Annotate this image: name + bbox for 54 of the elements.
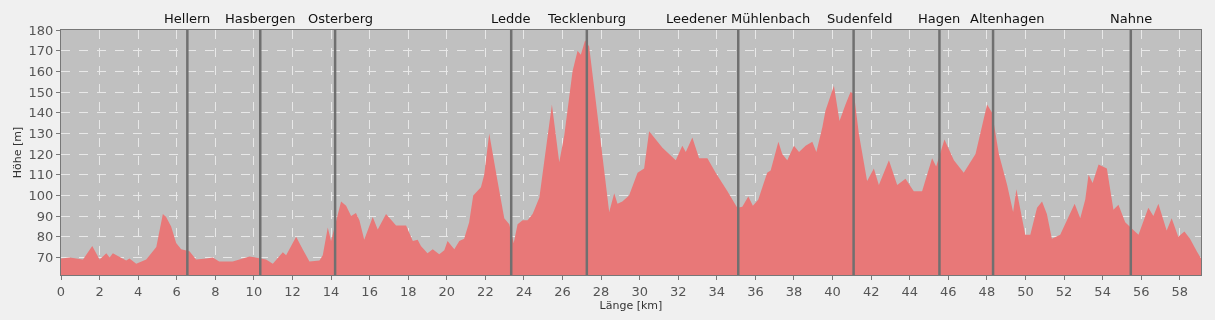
ref-line-label: Leedener Mühlenbach <box>666 11 811 26</box>
x-tick-label: 26 <box>554 283 571 299</box>
ref-line-label: Nahne <box>1110 11 1153 26</box>
x-tick-label: 0 <box>56 283 66 299</box>
y-tick-label: 80 <box>36 229 54 245</box>
x-tick-label: 12 <box>284 283 301 299</box>
x-tick-label: 44 <box>901 283 918 299</box>
x-tick-label: 54 <box>1094 283 1111 299</box>
x-tick-label: 16 <box>361 283 378 299</box>
x-tick-label: 40 <box>824 283 841 299</box>
y-tick-label: 140 <box>28 105 54 121</box>
x-tick-label: 6 <box>172 283 181 299</box>
x-tick-label: 36 <box>747 283 764 299</box>
y-tick-label: 100 <box>28 187 54 203</box>
x-tick-label: 42 <box>862 283 880 299</box>
x-tick-label: 4 <box>134 283 143 299</box>
x-tick-label: 8 <box>211 283 220 299</box>
y-tick-label: 180 <box>28 22 54 38</box>
y-tick-label: 130 <box>28 125 54 141</box>
x-tick-label: 38 <box>785 283 803 299</box>
y-tick-label: 110 <box>28 167 54 183</box>
x-tick-label: 24 <box>515 283 533 299</box>
x-tick-label: 52 <box>1055 283 1073 299</box>
x-tick-label: 56 <box>1132 283 1150 299</box>
ref-line-label: Sudenfeld <box>827 11 893 26</box>
x-tick-label: 10 <box>245 283 263 299</box>
x-tick-label: 32 <box>669 283 687 299</box>
x-tick-label: 48 <box>978 283 996 299</box>
x-tick-label: 20 <box>438 283 456 299</box>
x-tick-label: 30 <box>631 283 648 299</box>
ref-line-label: Hellern <box>164 11 211 26</box>
x-tick-label: 34 <box>708 283 726 299</box>
y-tick-label: 70 <box>36 249 54 265</box>
y-tick-label: 150 <box>28 84 54 100</box>
x-tick-label: 18 <box>399 283 417 299</box>
ref-line-label: Hasbergen <box>225 11 296 26</box>
ref-line-label: Ledde <box>491 11 531 26</box>
x-tick-label: 2 <box>95 283 104 299</box>
ref-line-label: Altenhagen <box>970 11 1045 26</box>
ref-line-label: Hagen <box>918 11 961 26</box>
x-axis-title: Länge [km] <box>599 298 663 312</box>
x-tick-label: 50 <box>1017 283 1034 299</box>
x-tick-label: 46 <box>940 283 957 299</box>
x-tick-label: 14 <box>322 283 340 299</box>
y-tick-label: 160 <box>28 63 54 79</box>
y-axis-title: Höhe [m] <box>11 126 25 179</box>
y-tick-label: 90 <box>36 208 54 224</box>
y-tick-label: 170 <box>28 43 54 59</box>
ref-line-label: Tecklenburg <box>547 11 627 26</box>
x-tick-label: 22 <box>477 283 494 299</box>
ref-line-label: Osterberg <box>308 11 374 26</box>
y-tick-label: 120 <box>28 146 54 162</box>
x-tick-label: 58 <box>1171 283 1189 299</box>
x-tick-label: 28 <box>592 283 610 299</box>
